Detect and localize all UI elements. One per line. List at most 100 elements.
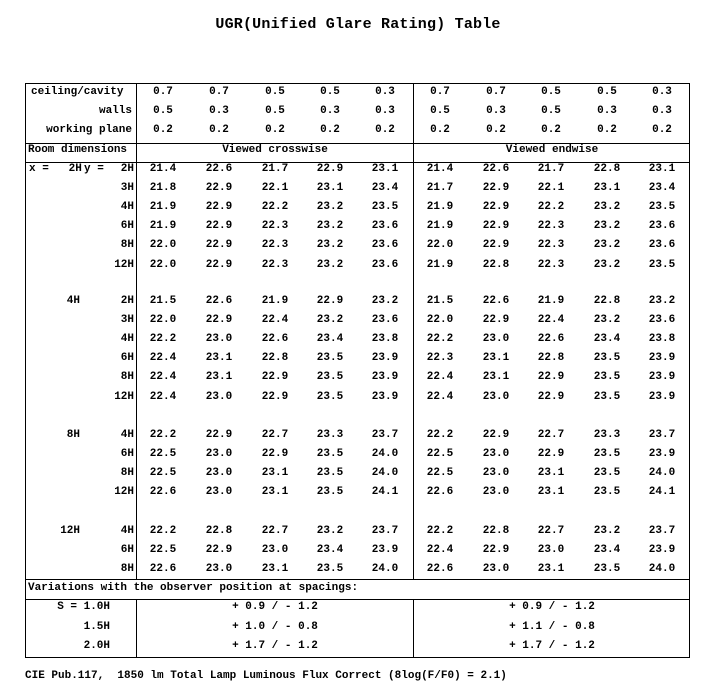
ugr-value: 23.5 [593, 371, 621, 383]
crosswise-variation: + 1.7 / - 1.2 [232, 640, 318, 652]
ugr-value: 23.2 [593, 525, 621, 537]
ugr-value: 23.1 [261, 467, 289, 479]
divider-crosswise-endwise-variations [413, 599, 414, 658]
ugr-value: 22.8 [205, 525, 233, 537]
ugr-value: 22.0 [426, 239, 454, 251]
walls-value: 0.3 [320, 105, 340, 117]
ugr-value: 23.2 [648, 295, 676, 307]
ugr-value: 22.2 [426, 333, 454, 345]
working-plane-value: 0.2 [320, 124, 340, 136]
ugr-value: 22.5 [426, 448, 454, 460]
ugr-value: 23.4 [371, 182, 399, 194]
ugr-value: 23.7 [648, 525, 676, 537]
ugr-value: 21.9 [426, 201, 454, 213]
ugr-value: 22.3 [426, 352, 454, 364]
ugr-value: 23.8 [371, 333, 399, 345]
ugr-value: 22.4 [426, 544, 454, 556]
ugr-value: 22.6 [537, 333, 565, 345]
ugr-value: 22.9 [205, 201, 233, 213]
room-y-label: 3H [120, 314, 134, 326]
ugr-value: 23.4 [316, 333, 344, 345]
ugr-value: 22.2 [537, 201, 565, 213]
ugr-value: 23.4 [316, 544, 344, 556]
ugr-value: 22.9 [482, 220, 510, 232]
ugr-value: 23.6 [648, 314, 676, 326]
ugr-value: 23.2 [316, 201, 344, 213]
ugr-value: 21.5 [426, 295, 454, 307]
ugr-value: 24.0 [371, 563, 399, 575]
ceiling-value: 0.7 [153, 86, 173, 98]
ugr-value: 22.9 [482, 314, 510, 326]
working-plane-value: 0.2 [652, 124, 672, 136]
ugr-value: 23.1 [537, 563, 565, 575]
ugr-value: 22.6 [426, 563, 454, 575]
ugr-value: 23.2 [593, 259, 621, 271]
room-y-label: 4H [120, 333, 134, 345]
ugr-value: 23.0 [205, 333, 233, 345]
ugr-value: 23.1 [261, 563, 289, 575]
ugr-value: 23.7 [648, 429, 676, 441]
ugr-value: 22.9 [482, 544, 510, 556]
crosswise-variation: + 1.0 / - 0.8 [232, 621, 318, 633]
ugr-value: 22.8 [593, 295, 621, 307]
endwise-variation: + 1.1 / - 0.8 [509, 621, 595, 633]
spacing-label: 2.0H [83, 640, 110, 652]
walls-label: walls [98, 105, 132, 117]
ugr-value: 23.3 [316, 429, 344, 441]
working-plane-value: 0.2 [486, 124, 506, 136]
ugr-value: 23.5 [316, 563, 344, 575]
ugr-value: 24.0 [648, 563, 676, 575]
room-y-label: 2H [120, 295, 134, 307]
ceiling-value: 0.5 [320, 86, 340, 98]
ugr-value: 23.2 [593, 314, 621, 326]
room-y-label: 2H [120, 163, 134, 175]
ugr-value: 23.9 [648, 352, 676, 364]
ugr-value: 23.5 [593, 391, 621, 403]
ugr-value: 23.0 [482, 467, 510, 479]
ugr-value: 22.5 [149, 544, 177, 556]
ugr-value: 22.7 [537, 429, 565, 441]
ugr-value: 23.0 [205, 467, 233, 479]
ugr-value: 23.0 [205, 563, 233, 575]
ugr-value: 21.9 [426, 220, 454, 232]
ugr-value: 23.0 [482, 391, 510, 403]
ugr-value: 23.6 [371, 259, 399, 271]
ugr-value: 23.5 [316, 352, 344, 364]
ugr-value: 22.2 [426, 525, 454, 537]
ugr-value: 21.4 [149, 163, 177, 175]
ugr-value: 23.7 [371, 525, 399, 537]
divider-variations [26, 579, 689, 580]
ugr-value: 22.6 [149, 486, 177, 498]
ugr-value: 21.5 [149, 295, 177, 307]
ugr-value: 23.6 [371, 314, 399, 326]
ugr-value: 23.1 [316, 182, 344, 194]
ugr-value: 22.9 [537, 448, 565, 460]
room-x-label: 12H [60, 525, 80, 537]
ugr-value: 23.2 [316, 239, 344, 251]
ugr-value: 22.9 [482, 201, 510, 213]
endwise-variation: + 1.7 / - 1.2 [509, 640, 595, 652]
ugr-value: 22.3 [261, 259, 289, 271]
ugr-value: 22.4 [149, 352, 177, 364]
ugr-value: 23.4 [593, 333, 621, 345]
ugr-value: 22.4 [426, 371, 454, 383]
ugr-value: 23.5 [593, 352, 621, 364]
ugr-value: 23.5 [316, 467, 344, 479]
ugr-value: 23.0 [482, 448, 510, 460]
working-plane-value: 0.2 [597, 124, 617, 136]
ugr-value: 23.0 [482, 563, 510, 575]
ugr-value: 22.3 [537, 259, 565, 271]
ugr-value: 22.9 [205, 182, 233, 194]
ugr-value: 22.8 [482, 525, 510, 537]
ugr-value: 23.5 [593, 486, 621, 498]
divider-header [26, 143, 689, 144]
walls-value: 0.3 [597, 105, 617, 117]
ugr-value: 22.0 [149, 314, 177, 326]
ugr-value: 22.4 [261, 314, 289, 326]
ugr-value: 22.9 [316, 163, 344, 175]
ugr-value: 22.9 [205, 544, 233, 556]
ugr-value: 23.1 [482, 371, 510, 383]
ugr-value: 22.6 [482, 163, 510, 175]
room-dimensions-label: Room dimensions [28, 144, 128, 156]
working-plane-value: 0.2 [265, 124, 285, 136]
